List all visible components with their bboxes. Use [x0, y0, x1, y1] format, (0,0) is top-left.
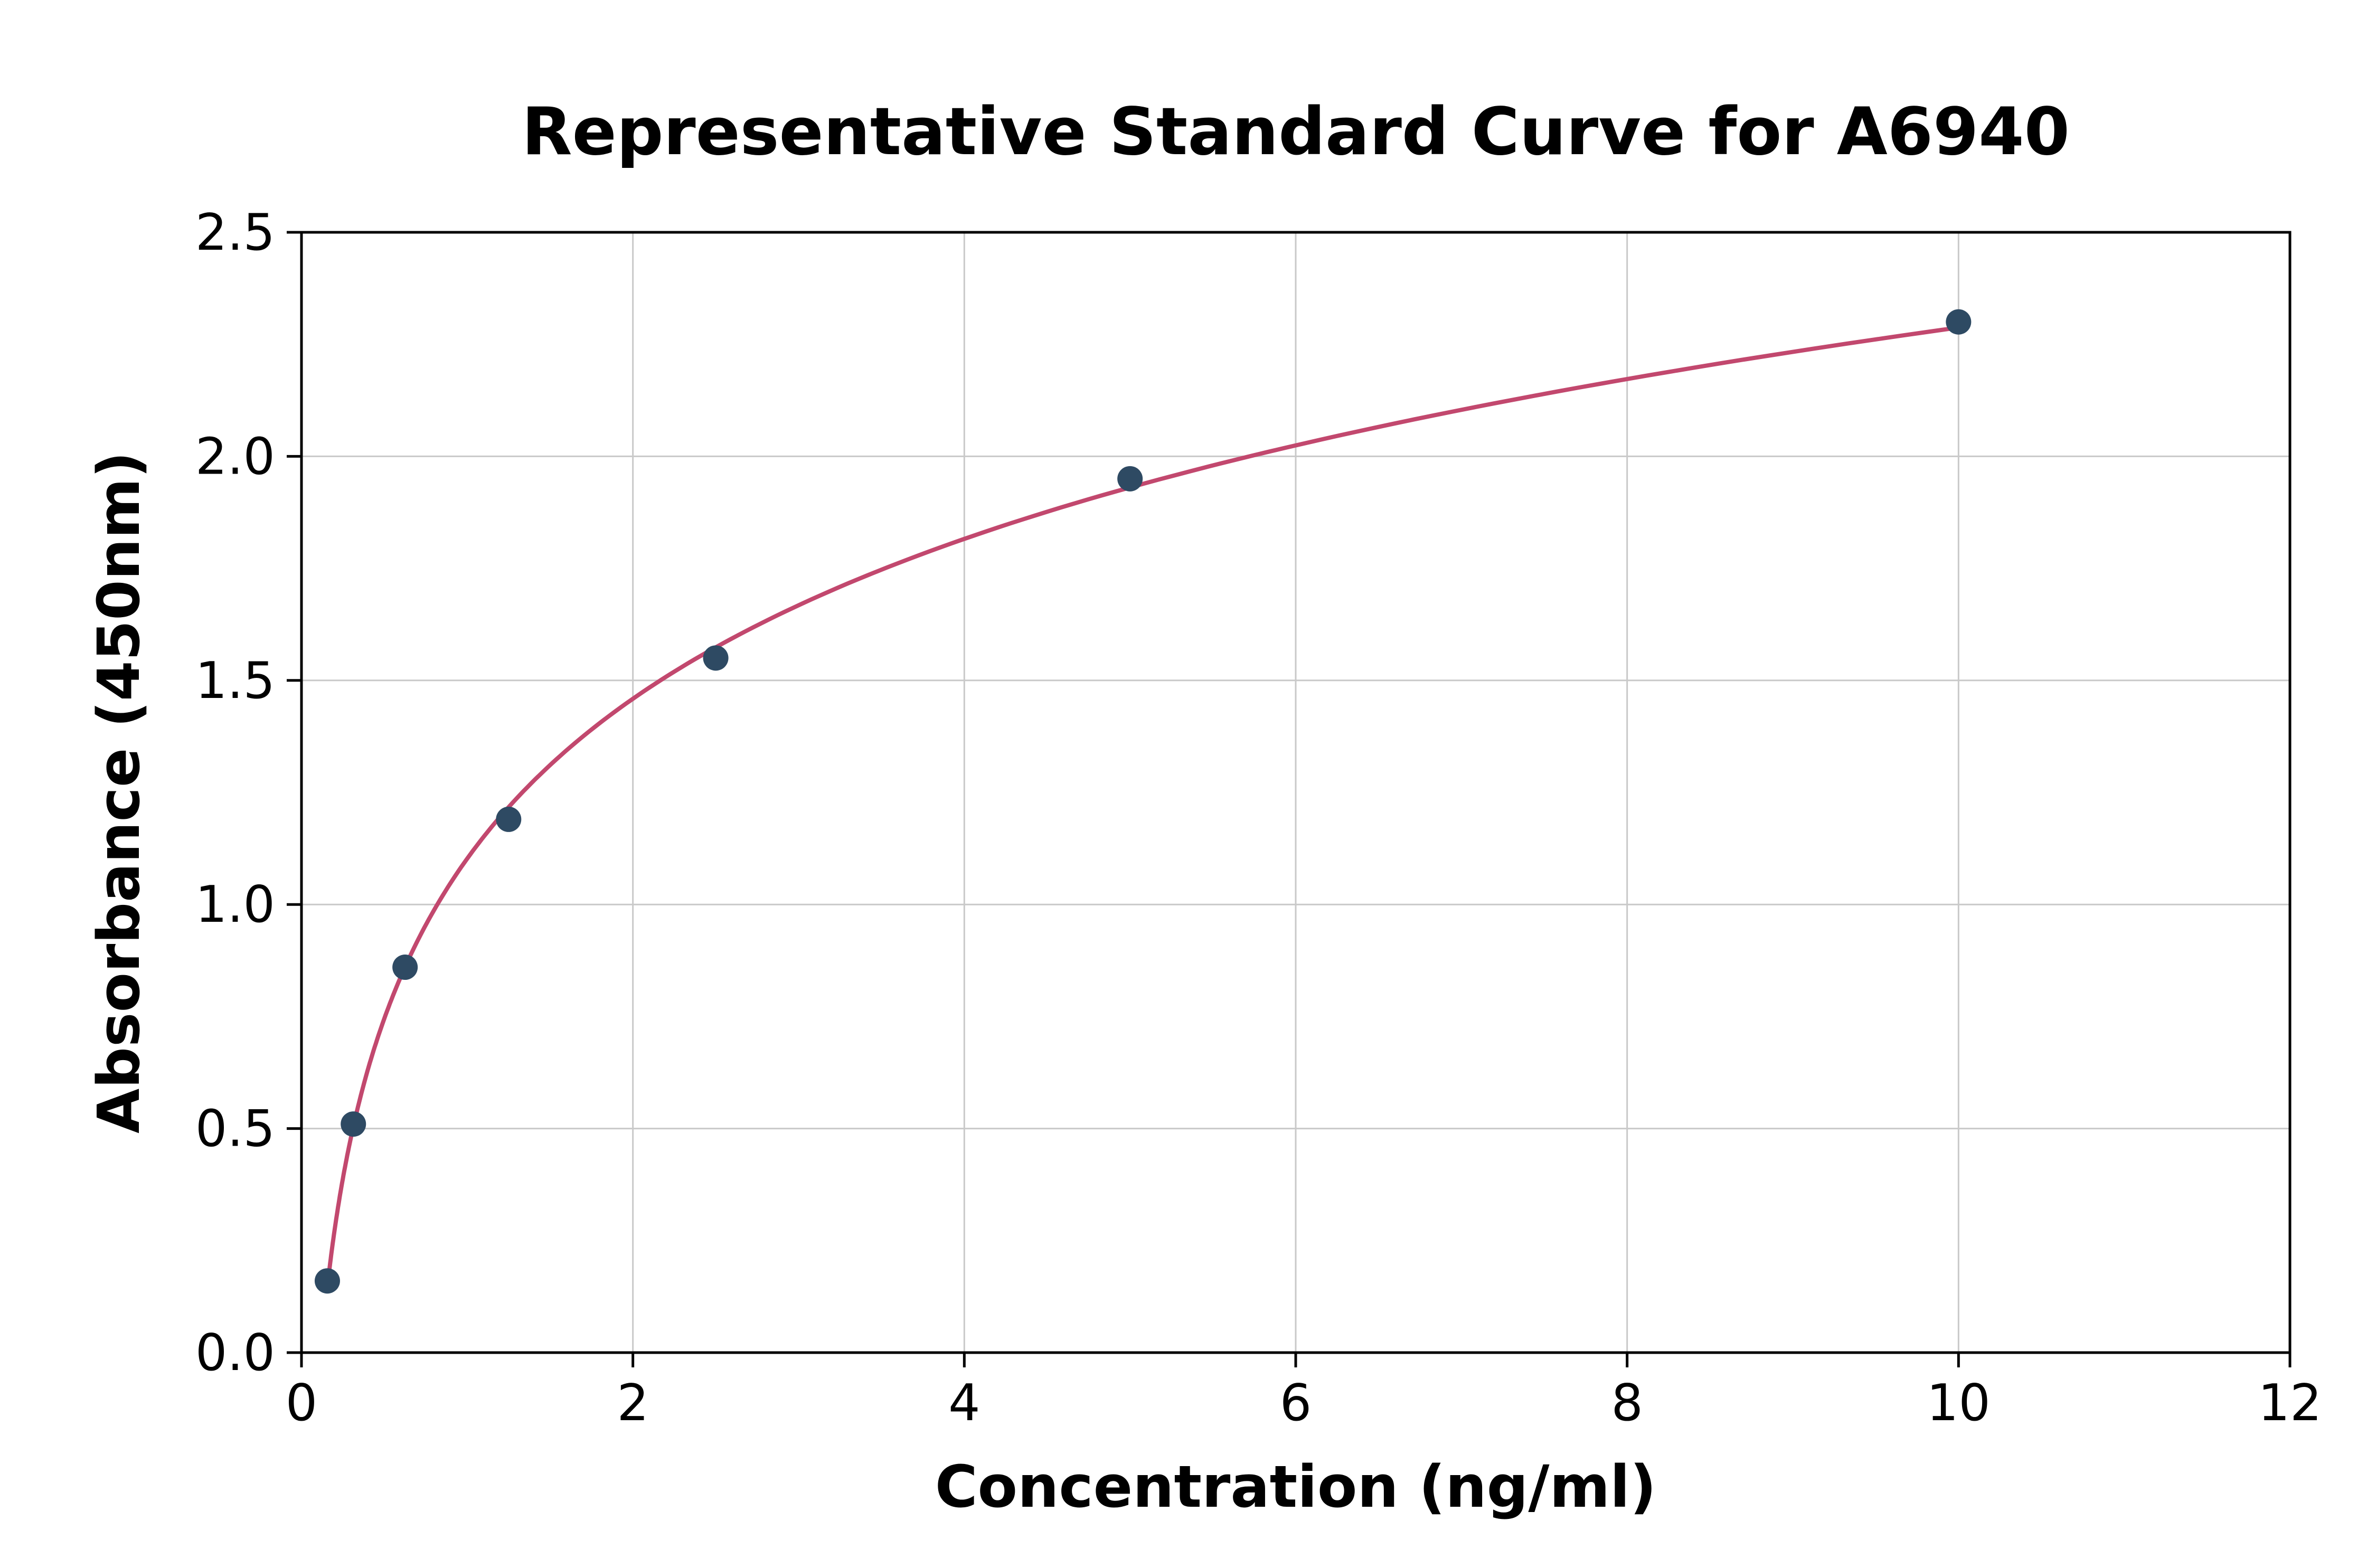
- chart-title: Representative Standard Curve for A6940: [522, 94, 2070, 170]
- y-tick-label: 1.0: [195, 876, 275, 934]
- data-point: [1946, 309, 1972, 335]
- data-point: [496, 806, 522, 832]
- data-point: [392, 955, 418, 980]
- y-tick-label: 2.0: [195, 428, 275, 486]
- x-axis-label: Concentration (ng/ml): [935, 1453, 1657, 1520]
- x-tick-label: 12: [2258, 1374, 2322, 1432]
- x-tick-label: 10: [1927, 1374, 1991, 1432]
- data-point: [314, 1268, 340, 1294]
- data-point: [341, 1111, 366, 1137]
- x-tick-label: 8: [1611, 1374, 1643, 1432]
- y-tick-label: 2.5: [195, 204, 275, 262]
- y-tick-label: 0.0: [195, 1324, 275, 1382]
- fit-curve: [325, 325, 1961, 1289]
- x-tick-label: 6: [1280, 1374, 1312, 1432]
- x-tick-label: 0: [286, 1374, 317, 1432]
- x-tick-label: 2: [617, 1374, 648, 1432]
- y-tick-label: 1.5: [195, 652, 275, 710]
- y-tick-label: 0.5: [195, 1100, 275, 1158]
- data-point: [1117, 466, 1143, 492]
- data-point: [703, 645, 729, 671]
- x-tick-label: 4: [948, 1374, 980, 1432]
